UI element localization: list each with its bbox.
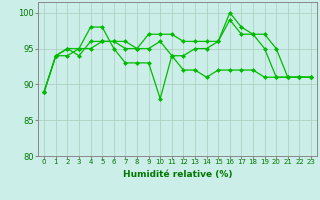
X-axis label: Humidité relative (%): Humidité relative (%) [123,170,232,179]
